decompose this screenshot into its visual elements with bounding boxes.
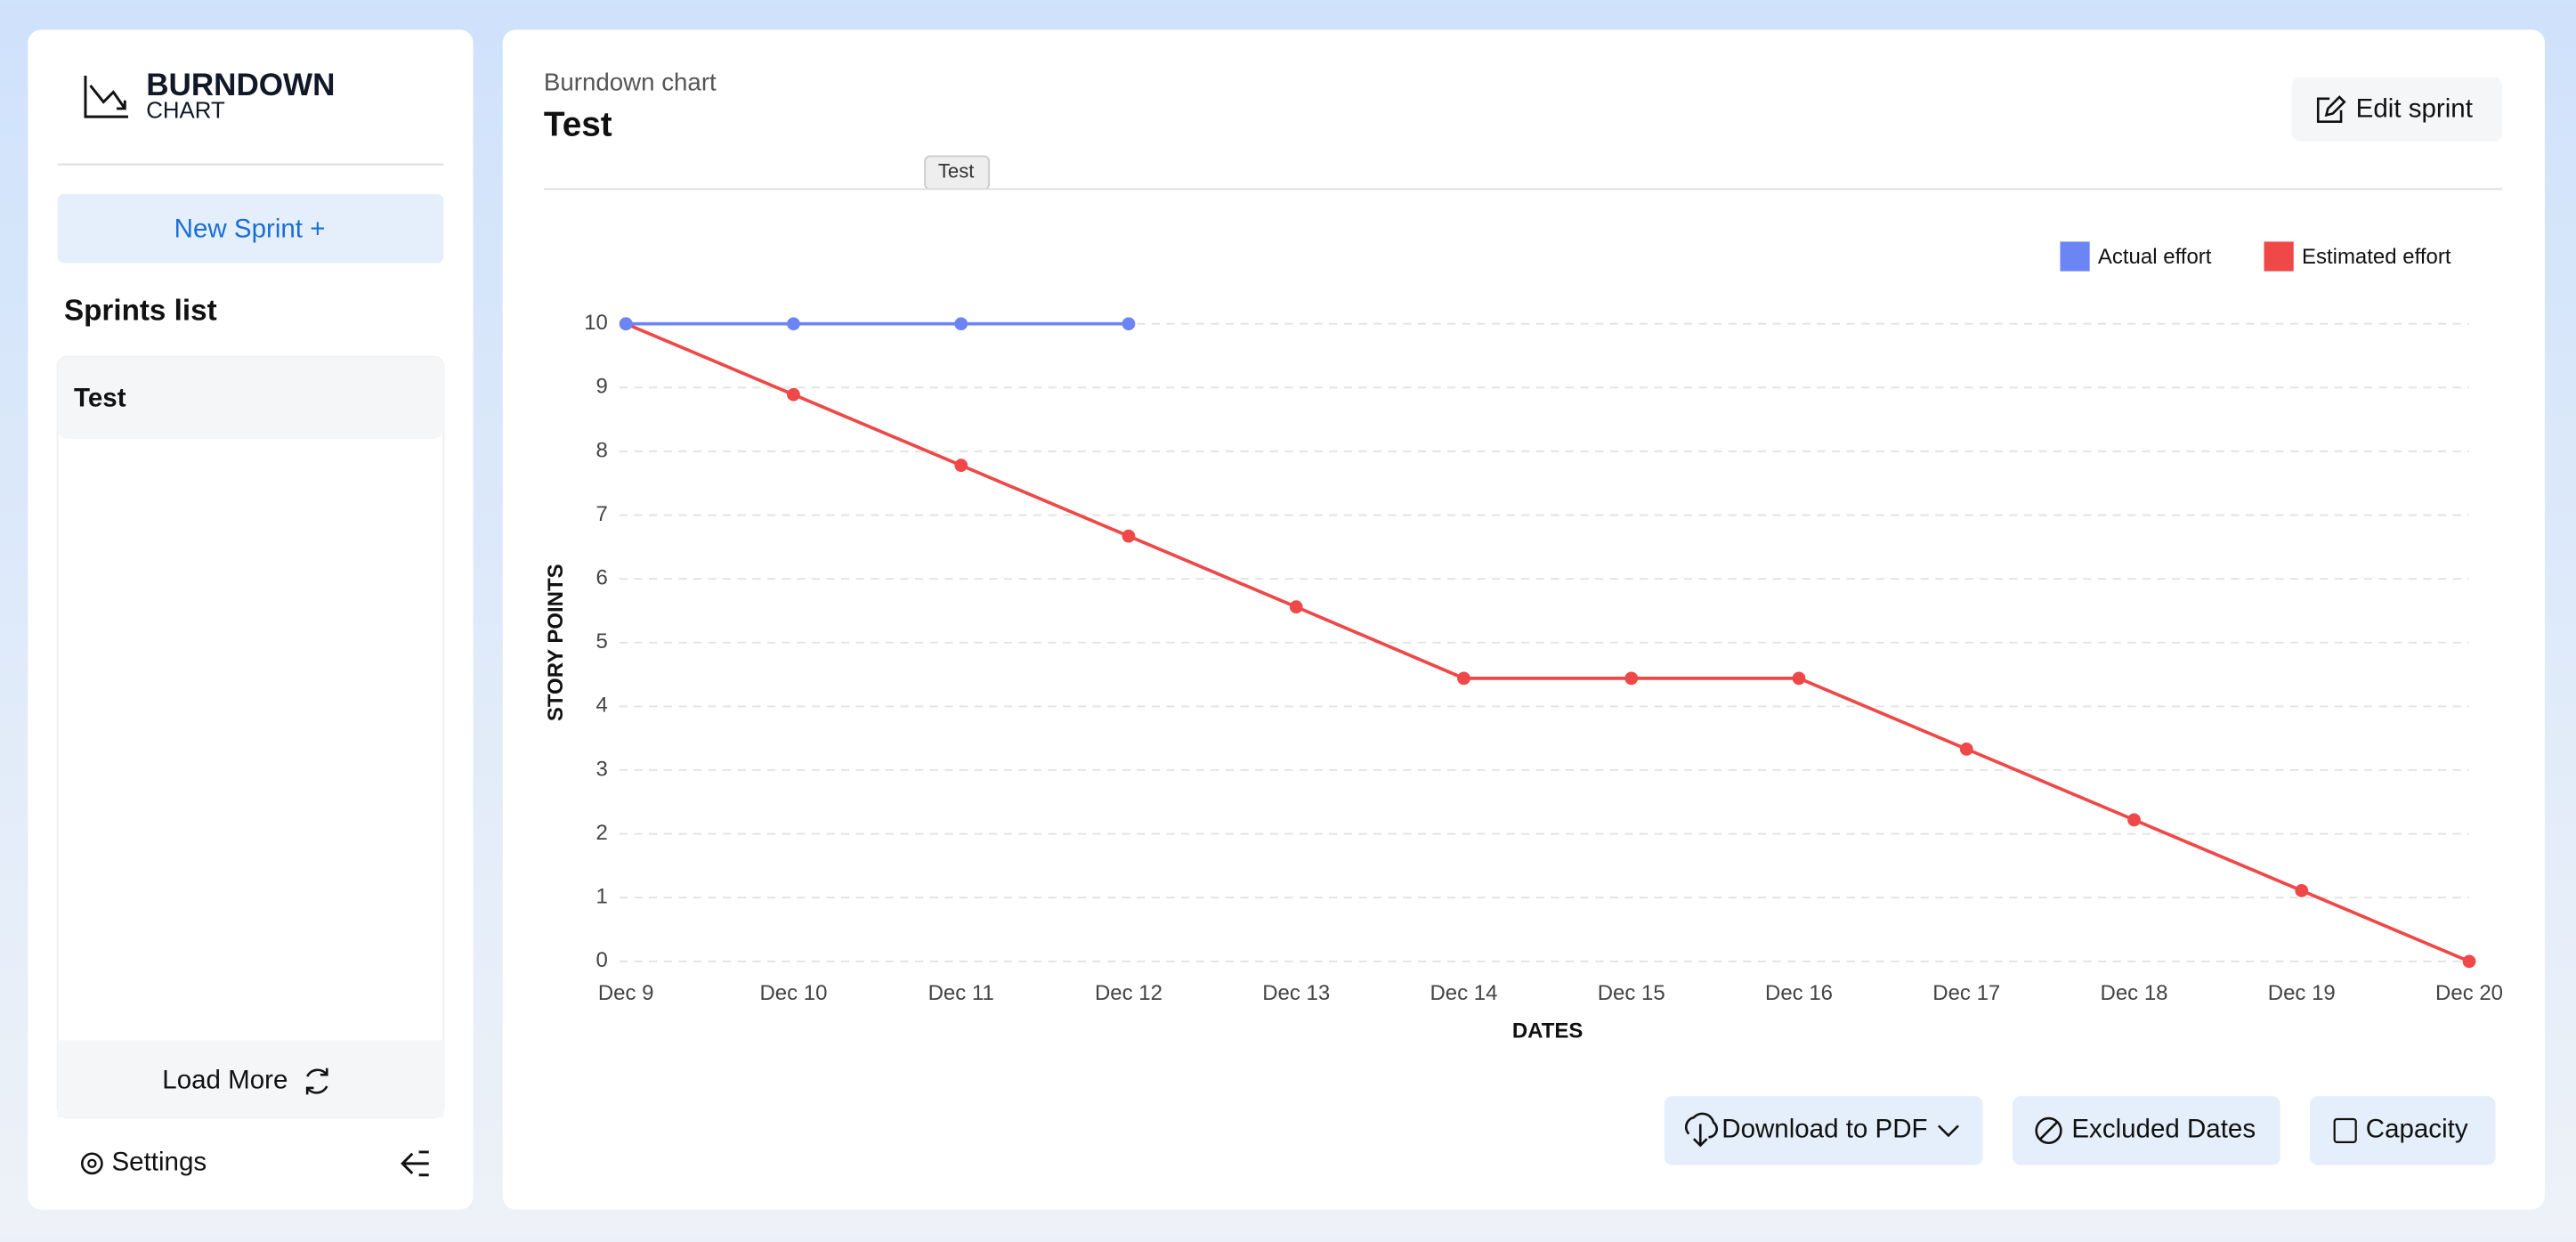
excluded-icon-slash bbox=[2039, 1121, 2058, 1141]
legend-label: Estimated effort bbox=[2302, 245, 2451, 269]
data-point bbox=[619, 317, 633, 331]
excluded-dates-button[interactable] bbox=[2012, 1096, 2280, 1165]
y-tick-label: 3 bbox=[596, 757, 608, 781]
y-tick-label: 9 bbox=[596, 375, 608, 399]
settings-label[interactable]: Settings bbox=[112, 1148, 207, 1177]
capacity-button[interactable] bbox=[2310, 1096, 2496, 1165]
data-point bbox=[2462, 954, 2476, 969]
x-tick-label: Dec 15 bbox=[1598, 981, 1665, 1005]
legend-swatch bbox=[2264, 241, 2294, 272]
data-point bbox=[1289, 600, 1303, 614]
x-tick-label: Dec 11 bbox=[928, 981, 994, 1005]
collapse-icon[interactable] bbox=[401, 1150, 429, 1177]
series-line bbox=[625, 322, 2470, 963]
data-point bbox=[954, 317, 968, 331]
edit-sprint-button[interactable] bbox=[2291, 77, 2502, 142]
new-sprint-label: New Sprint + bbox=[174, 214, 326, 243]
x-tick-label: Dec 16 bbox=[1765, 981, 1833, 1005]
download-icon bbox=[1684, 1112, 1718, 1148]
y-tick-label: 4 bbox=[596, 694, 608, 718]
settings-icon-center bbox=[87, 1158, 97, 1169]
logo-subtitle: CHART bbox=[146, 98, 225, 123]
y-tick-label: 10 bbox=[584, 311, 608, 335]
logo-icon bbox=[84, 76, 128, 118]
download-label: Download to PDF bbox=[1721, 1115, 1927, 1144]
download-button[interactable] bbox=[1664, 1096, 1983, 1165]
x-tick-label: Dec 19 bbox=[2268, 981, 2336, 1005]
data-point bbox=[1122, 529, 1136, 543]
refresh-icon bbox=[305, 1067, 328, 1095]
logo-title: BURNDOWN bbox=[146, 68, 335, 102]
excluded-dates-label: Excluded Dates bbox=[2071, 1115, 2256, 1144]
data-point bbox=[1959, 742, 1973, 756]
x-tick-label: Dec 18 bbox=[2101, 981, 2168, 1005]
capacity-label: Capacity bbox=[2366, 1115, 2468, 1144]
header-title: Test bbox=[544, 105, 612, 143]
data-point bbox=[1122, 317, 1136, 331]
edit-sprint-label: Edit sprint bbox=[2356, 94, 2473, 124]
sprint-item-label: Test bbox=[74, 383, 126, 412]
y-tick-label: 5 bbox=[596, 629, 608, 653]
x-tick-label: Dec 14 bbox=[1430, 981, 1497, 1005]
legend-swatch bbox=[2060, 241, 2090, 272]
sprint-item[interactable] bbox=[57, 356, 444, 439]
legend-label: Actual effort bbox=[2098, 245, 2212, 269]
sprint-list bbox=[56, 355, 445, 1119]
y-tick-label: 1 bbox=[596, 885, 608, 909]
capacity-icon bbox=[2333, 1117, 2357, 1143]
load-more-button[interactable] bbox=[57, 1040, 444, 1118]
x-tick-label: Dec 17 bbox=[1932, 981, 2000, 1005]
x-tick-label: Dec 12 bbox=[1095, 981, 1162, 1005]
tooltip-label: Test bbox=[938, 160, 975, 183]
chart: 0 1 2 3 4 5 6 7 8 9 10 Dec 9 Dec 10 Dec 11 Dec 12 Dec 1… bbox=[544, 241, 2503, 1043]
y-tick-label: 0 bbox=[596, 948, 608, 972]
data-point bbox=[954, 459, 968, 473]
x-tick-label: Dec 10 bbox=[759, 981, 827, 1005]
data-point bbox=[2127, 813, 2141, 827]
edit-icon bbox=[2316, 95, 2346, 123]
excluded-icon bbox=[2035, 1116, 2062, 1145]
dropdown-icon bbox=[1937, 1124, 1959, 1138]
y-tick-label: 8 bbox=[596, 438, 608, 462]
data-point bbox=[2295, 883, 2309, 897]
sprints-list-title: Sprints list bbox=[64, 295, 217, 328]
data-point bbox=[1792, 671, 1806, 686]
header-subtitle: Burndown chart bbox=[544, 69, 717, 96]
new-sprint-button[interactable] bbox=[57, 193, 444, 264]
y-tick-label: 7 bbox=[596, 502, 608, 526]
y-axis-label: STORY POINTS bbox=[544, 564, 568, 721]
x-axis-label: DATES bbox=[1512, 1019, 1584, 1043]
data-point bbox=[787, 387, 800, 402]
x-tick-label: Dec 13 bbox=[1262, 981, 1330, 1005]
x-tick-label: Dec 20 bbox=[2435, 981, 2503, 1005]
settings-icon bbox=[80, 1152, 103, 1175]
x-tick-label: Dec 9 bbox=[598, 981, 654, 1005]
y-tick-label: 6 bbox=[596, 565, 608, 589]
data-point bbox=[787, 317, 800, 331]
data-point bbox=[1624, 671, 1639, 686]
y-tick-label: 2 bbox=[596, 821, 608, 845]
data-point bbox=[1457, 671, 1470, 686]
load-more-label: Load More bbox=[162, 1065, 288, 1094]
